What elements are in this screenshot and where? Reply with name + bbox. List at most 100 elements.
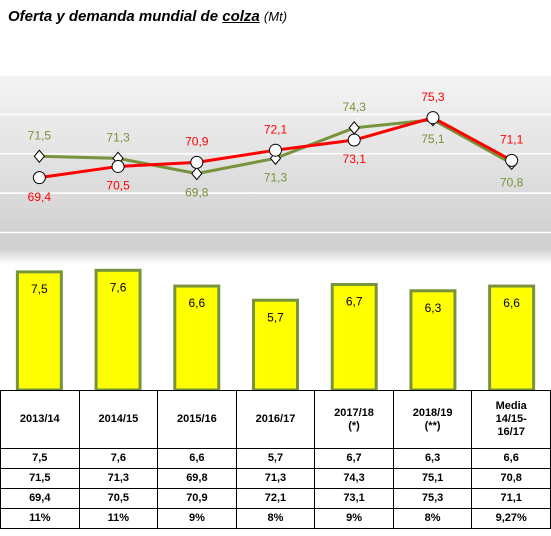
table-cell: 2017/18 (*) [314, 390, 394, 449]
table-cell: 71,3 [78, 468, 159, 489]
line-label: 70,5 [106, 179, 130, 193]
table-cell: 2014/15 [78, 390, 159, 449]
table-cell: 8% [392, 508, 473, 529]
table-cell: 2016/17 [235, 390, 316, 449]
table-cell: 7,5 [0, 448, 80, 469]
table-cell: 71,5 [0, 468, 80, 489]
line-label: 75,1 [421, 132, 445, 146]
marker [426, 111, 440, 125]
data-table: 2013/14 2014/15 2015/16 2016/17 2017/18 (*) 2… [0, 390, 551, 529]
table-cell: 70,9 [157, 488, 237, 509]
bar-label: 7,5 [31, 282, 48, 296]
table-cell: 6,6 [157, 448, 237, 469]
marker [269, 143, 282, 157]
cell-text: 9% [346, 512, 362, 524]
table-cell: 71,3 [235, 468, 316, 489]
title-emphasis: colza [222, 8, 260, 25]
line-label: 69,8 [185, 186, 209, 200]
cell-text: 9% [188, 512, 205, 524]
cell-text: 73,1 [343, 492, 365, 504]
table-cell: 11% [0, 508, 80, 529]
cell-text: 6,3 [424, 452, 441, 464]
title-text: Oferta y demanda mundial de [8, 8, 219, 25]
table-cell: 11% [78, 508, 159, 529]
marker [347, 133, 361, 147]
marker [32, 171, 46, 185]
line-label: 75,3 [421, 90, 445, 104]
cell-text: 2013/14 [19, 413, 60, 425]
table-row: 11% 11% 9% 8% 9% 8% 9,27% [0, 508, 551, 529]
marker [190, 155, 204, 169]
bar [15, 270, 63, 390]
marker [191, 166, 203, 181]
cell-text: 71,1 [500, 492, 522, 504]
cell-text: 74,3 [343, 472, 365, 484]
table-cell: 70,5 [78, 488, 159, 509]
line-label: 69,4 [28, 190, 52, 204]
marker [505, 153, 519, 167]
line-label: 71,3 [106, 130, 130, 144]
bar-label: 6,3 [425, 301, 442, 315]
table-row: 71,5 71,3 69,8 71,3 74,3 75,1 70,8 [0, 468, 551, 489]
table-cell: 2015/16 [157, 390, 237, 449]
cell-text: 75,1 [421, 472, 444, 484]
cell-text: 11% [107, 512, 130, 524]
line-label: 71,5 [28, 128, 52, 142]
cell-text: 7,6 [110, 452, 126, 464]
table-cell: 69,4 [0, 488, 80, 509]
cell-text: 8% [424, 512, 441, 524]
table-cell: 71,1 [471, 488, 551, 509]
chart: 7,5 7,6 6,6 5,7 6,7 6,3 6,6 71,5 71,3 69,8 71,3 74,… [0, 74, 551, 390]
table-cell: 9% [314, 508, 394, 529]
table-cell: 9% [157, 508, 237, 529]
table-cell: 5,7 [235, 448, 316, 469]
cell-text: 71,3 [107, 472, 130, 484]
cell-text: 2016/17 [255, 413, 296, 425]
title-unit: (Mt) [263, 9, 288, 24]
cell-text: 6,7 [346, 452, 362, 464]
table-cell: 75,3 [392, 488, 473, 509]
table-cell: 2018/19 (**) [392, 390, 473, 449]
table-cell: 9,27% [471, 508, 551, 529]
line-label: 72,1 [264, 122, 288, 136]
line-label: 71,3 [264, 170, 288, 184]
cell-text: 6,6 [503, 452, 519, 464]
cell-text: 2014/15 [98, 413, 139, 425]
bar [173, 284, 221, 390]
cell-text: 70,5 [107, 492, 130, 504]
marker [111, 159, 125, 173]
bar-label: 7,6 [110, 280, 127, 294]
line-label: 71,1 [500, 133, 524, 147]
line-label: 74,3 [343, 100, 367, 114]
bar [330, 282, 378, 390]
table-cell: 69,8 [157, 468, 237, 489]
cell-text: 2017/18 (*) [334, 406, 374, 432]
table-cell: 75,1 [392, 468, 473, 489]
cell-text: 70,9 [186, 492, 208, 504]
cell-text: 75,3 [421, 492, 444, 504]
cell-text: 11% [29, 512, 51, 524]
marker [33, 149, 46, 164]
cell-text: 69,8 [186, 472, 208, 484]
bar-label: 6,6 [188, 296, 205, 310]
table-row: 2013/14 2014/15 2015/16 2016/17 2017/18 (*) 2… [0, 390, 551, 449]
cell-text: 71,5 [29, 472, 51, 484]
cell-text: 2015/16 [177, 413, 217, 425]
line-label: 73,1 [343, 152, 367, 166]
chart-title: Oferta y demanda mundial de colza (Mt) [8, 8, 287, 25]
bar-label: 6,6 [503, 296, 520, 310]
table-cell: 70,8 [471, 468, 551, 489]
cell-text: 7,5 [32, 452, 48, 464]
table-cell: 2013/14 [0, 390, 80, 449]
bar-label: 6,7 [346, 295, 363, 309]
table-cell: 6,3 [392, 448, 473, 469]
cell-text: 71,3 [264, 472, 287, 484]
table-cell: Media 14/15-16/17 [471, 390, 551, 449]
table-cell: 73,1 [314, 488, 394, 509]
table-row: 69,4 70,5 70,9 72,1 73,1 75,3 71,1 [0, 488, 551, 509]
line-label: 70,8 [500, 176, 524, 190]
cell-text: 70,8 [500, 472, 522, 484]
bar [252, 298, 299, 390]
cell-text: 69,4 [29, 492, 51, 504]
